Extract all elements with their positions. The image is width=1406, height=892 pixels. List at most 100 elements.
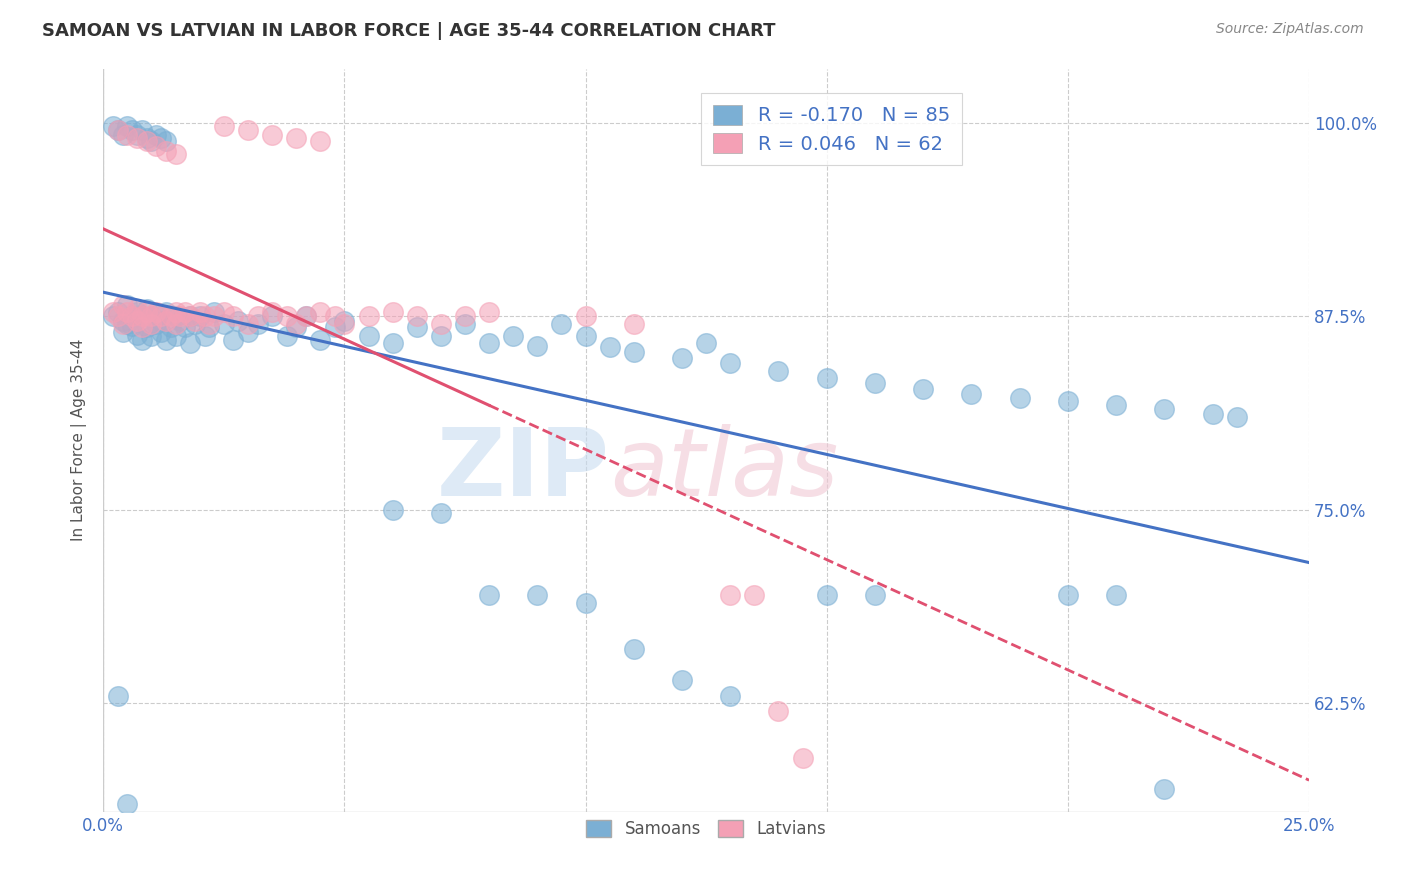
Point <box>285 317 308 331</box>
Point <box>333 317 356 331</box>
Point <box>141 134 163 148</box>
Point <box>478 588 501 602</box>
Point <box>117 797 139 811</box>
Point <box>550 317 572 331</box>
Point <box>623 642 645 657</box>
Point <box>101 310 124 324</box>
Point <box>792 750 814 764</box>
Point <box>357 310 380 324</box>
Point <box>117 128 139 142</box>
Point <box>165 329 187 343</box>
Point <box>131 310 153 324</box>
Point <box>863 376 886 390</box>
Point <box>768 363 790 377</box>
Point <box>1153 781 1175 796</box>
Point <box>141 310 163 324</box>
Point <box>135 134 157 148</box>
Point <box>165 304 187 318</box>
Point <box>198 317 221 331</box>
Point <box>111 298 134 312</box>
Point <box>193 310 215 324</box>
Point <box>1057 394 1080 409</box>
Point <box>193 329 215 343</box>
Point <box>135 131 157 145</box>
Point <box>623 317 645 331</box>
Point <box>309 134 332 148</box>
Point <box>260 304 283 318</box>
Point <box>357 329 380 343</box>
Point <box>526 588 548 602</box>
Point <box>111 314 134 328</box>
Point <box>145 139 167 153</box>
Point <box>125 314 148 328</box>
Point <box>960 386 983 401</box>
Point <box>454 317 477 331</box>
Point <box>141 310 163 324</box>
Point <box>121 318 143 333</box>
Point <box>276 329 298 343</box>
Point <box>111 128 134 142</box>
Point <box>131 333 153 347</box>
Point <box>381 503 404 517</box>
Point <box>150 310 173 324</box>
Point <box>184 317 207 331</box>
Point <box>184 314 207 328</box>
Point <box>1105 398 1128 412</box>
Point <box>599 340 621 354</box>
Point <box>107 123 129 137</box>
Point <box>121 123 143 137</box>
Point <box>718 689 741 703</box>
Point <box>1201 407 1223 421</box>
Point <box>150 131 173 145</box>
Text: SAMOAN VS LATVIAN IN LABOR FORCE | AGE 35-44 CORRELATION CHART: SAMOAN VS LATVIAN IN LABOR FORCE | AGE 3… <box>42 22 776 40</box>
Point <box>212 304 235 318</box>
Point <box>125 304 148 318</box>
Point <box>169 314 191 328</box>
Point <box>815 371 838 385</box>
Point <box>145 308 167 322</box>
Point <box>125 301 148 316</box>
Point <box>718 588 741 602</box>
Text: atlas: atlas <box>610 425 838 516</box>
Point <box>117 317 139 331</box>
Point <box>150 314 173 328</box>
Point <box>574 596 596 610</box>
Point <box>117 298 139 312</box>
Point <box>174 304 197 318</box>
Point <box>236 325 259 339</box>
Point <box>430 317 453 331</box>
Point <box>179 310 201 324</box>
Point <box>179 310 201 324</box>
Point <box>260 310 283 324</box>
Point <box>246 317 269 331</box>
Point <box>150 325 173 339</box>
Point <box>101 119 124 133</box>
Point <box>768 704 790 718</box>
Point <box>169 310 191 324</box>
Point <box>107 310 129 324</box>
Point <box>145 128 167 142</box>
Point <box>574 310 596 324</box>
Point <box>323 310 346 324</box>
Point <box>294 310 316 324</box>
Point <box>912 382 935 396</box>
Point <box>179 335 201 350</box>
Point <box>695 335 717 350</box>
Point <box>174 320 197 334</box>
Point <box>188 310 211 324</box>
Point <box>478 304 501 318</box>
Point <box>188 304 211 318</box>
Point <box>135 320 157 334</box>
Point <box>236 317 259 331</box>
Point <box>165 310 187 324</box>
Point <box>574 329 596 343</box>
Point <box>159 310 181 324</box>
Point <box>1153 402 1175 417</box>
Point <box>145 317 167 331</box>
Point <box>294 310 316 324</box>
Point <box>141 317 163 331</box>
Point <box>1105 588 1128 602</box>
Point <box>165 146 187 161</box>
Point <box>526 339 548 353</box>
Point <box>1008 392 1031 406</box>
